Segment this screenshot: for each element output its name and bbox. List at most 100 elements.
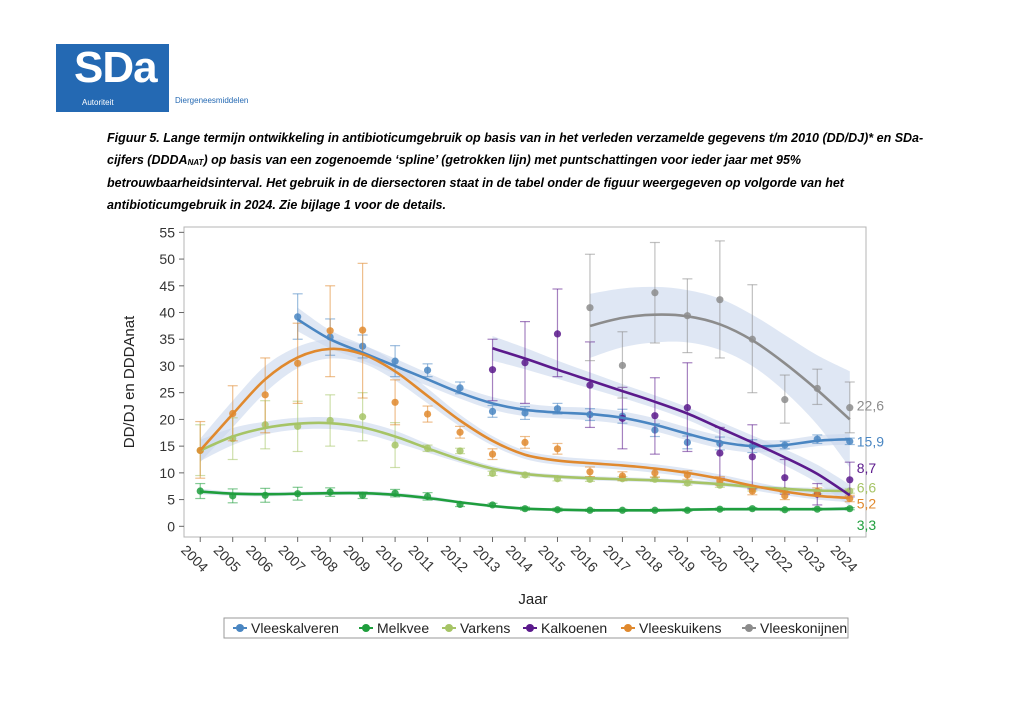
sda-logo: SDa Autoriteit Diergeneesmiddelen — [42, 44, 248, 116]
y-tick-label: 45 — [159, 278, 175, 294]
legend-swatch-marker — [624, 624, 632, 632]
x-tick-label: 2017 — [600, 542, 633, 575]
data-point — [423, 366, 432, 374]
x-tick-label: 2009 — [340, 542, 373, 575]
x-tick-label: 2006 — [243, 542, 276, 575]
x-tick-label: 2005 — [211, 542, 244, 575]
spline-line-vleeskonijnen — [589, 313, 851, 421]
x-tick-label: 2023 — [795, 542, 828, 575]
legend-swatch-marker — [745, 624, 753, 632]
y-tick-label: 30 — [159, 358, 175, 374]
legend-label-varkens: Varkens — [460, 620, 510, 636]
data-point — [618, 472, 627, 480]
x-tick-label: 2016 — [568, 542, 601, 575]
data-point — [261, 391, 269, 399]
legend-label-kalkoenen: Kalkoenen — [541, 620, 607, 636]
x-axis-label: Jaar — [518, 591, 547, 608]
x-tick-label: 2004 — [178, 542, 211, 575]
data-point — [716, 296, 724, 304]
legend-label-vleeskalveren: Vleeskalveren — [251, 620, 339, 636]
data-point — [586, 381, 594, 389]
series-vleeskonijnen-points — [584, 240, 855, 434]
x-tick-label: 2024 — [828, 542, 861, 575]
logo-side-text: Diergeneesmiddelen — [175, 96, 249, 105]
data-point — [846, 476, 854, 484]
data-point — [521, 359, 529, 367]
data-point — [456, 447, 464, 455]
logo-box: SDa Autoriteit — [56, 44, 169, 112]
end-label-vleeskonijnen: 22,6 — [857, 398, 884, 414]
x-tick-label: 2013 — [470, 542, 503, 575]
x-tick-label: 2014 — [503, 542, 536, 575]
x-tick-label: 2021 — [730, 542, 763, 575]
logo-subtitle: Autoriteit — [82, 98, 114, 107]
legend-swatch-marker — [526, 624, 534, 632]
y-tick-label: 25 — [159, 385, 175, 401]
spline-line-kalkoenen — [492, 347, 851, 497]
data-point — [359, 326, 367, 334]
x-tick-label: 2019 — [665, 542, 698, 575]
data-point — [488, 407, 497, 415]
data-point — [456, 428, 464, 436]
data-point — [586, 468, 594, 476]
legend-label-vleeskuikens: Vleeskuikens — [639, 620, 722, 636]
legend-swatch-marker — [445, 624, 453, 632]
x-tick-label: 2008 — [308, 542, 341, 575]
caption-part-1: Figuur 5. Lange termijn ontwikkeling in … — [107, 131, 924, 167]
data-point — [781, 396, 789, 404]
x-tick-label: 2018 — [633, 542, 666, 575]
data-point — [488, 450, 497, 458]
end-label-vleeskalveren: 15,9 — [857, 433, 884, 449]
data-point — [618, 361, 627, 370]
data-point — [294, 313, 302, 321]
y-tick-label: 15 — [159, 438, 175, 454]
legend-label-melkvee: Melkvee — [377, 620, 429, 636]
spline-line-varkens — [199, 421, 850, 493]
legend-swatch-marker — [362, 624, 370, 632]
data-point — [846, 404, 854, 412]
data-point — [294, 359, 302, 367]
data-point — [586, 304, 594, 312]
caption-subscript: NAT — [187, 157, 204, 167]
end-label-kalkoenen: 8,7 — [857, 460, 877, 476]
data-point — [748, 487, 756, 495]
data-point — [781, 474, 789, 482]
data-point — [651, 289, 659, 297]
y-axis-label: DD/DJ en DDDAnat — [121, 315, 138, 448]
y-tick-label: 5 — [167, 492, 175, 508]
y-tick-label: 0 — [167, 518, 175, 534]
data-point — [651, 469, 659, 477]
x-tick-label: 2022 — [763, 542, 796, 575]
data-point — [359, 413, 367, 421]
x-tick-label: 2020 — [698, 542, 731, 575]
legend-swatch-marker — [236, 624, 244, 632]
x-tick-label: 2015 — [535, 542, 568, 575]
data-point — [488, 366, 497, 374]
spline-line-melkvee — [200, 490, 850, 512]
data-point — [488, 469, 497, 477]
spline-line-vleeskuikens — [199, 347, 850, 500]
x-tick-label: 2011 — [405, 542, 438, 575]
y-tick-label: 55 — [159, 224, 175, 240]
figure-caption: Figuur 5. Lange termijn ontwikkeling in … — [107, 128, 927, 216]
end-label-varkens: 6,6 — [857, 479, 877, 495]
data-point — [391, 441, 399, 449]
caption-part-2: ) op basis van een zogenoemde ‘spline’ (… — [107, 152, 844, 212]
data-point — [553, 405, 562, 413]
data-point — [391, 357, 399, 365]
data-point — [456, 384, 464, 392]
data-point — [423, 410, 432, 418]
end-label-vleeskuikens: 5,2 — [857, 495, 877, 511]
legend: Vleeskalveren Melkvee Varkens Kalkoenen Vlee… — [223, 617, 849, 639]
data-point — [651, 412, 659, 420]
x-tick-label: 2010 — [373, 542, 406, 575]
data-point — [781, 492, 789, 500]
x-tick-label: 2007 — [276, 542, 309, 575]
data-point — [326, 327, 334, 335]
spline-line-vleeskalveren — [297, 318, 850, 448]
data-point — [391, 398, 399, 406]
data-point — [683, 404, 691, 412]
data-point — [521, 438, 529, 446]
data-point — [553, 330, 562, 338]
